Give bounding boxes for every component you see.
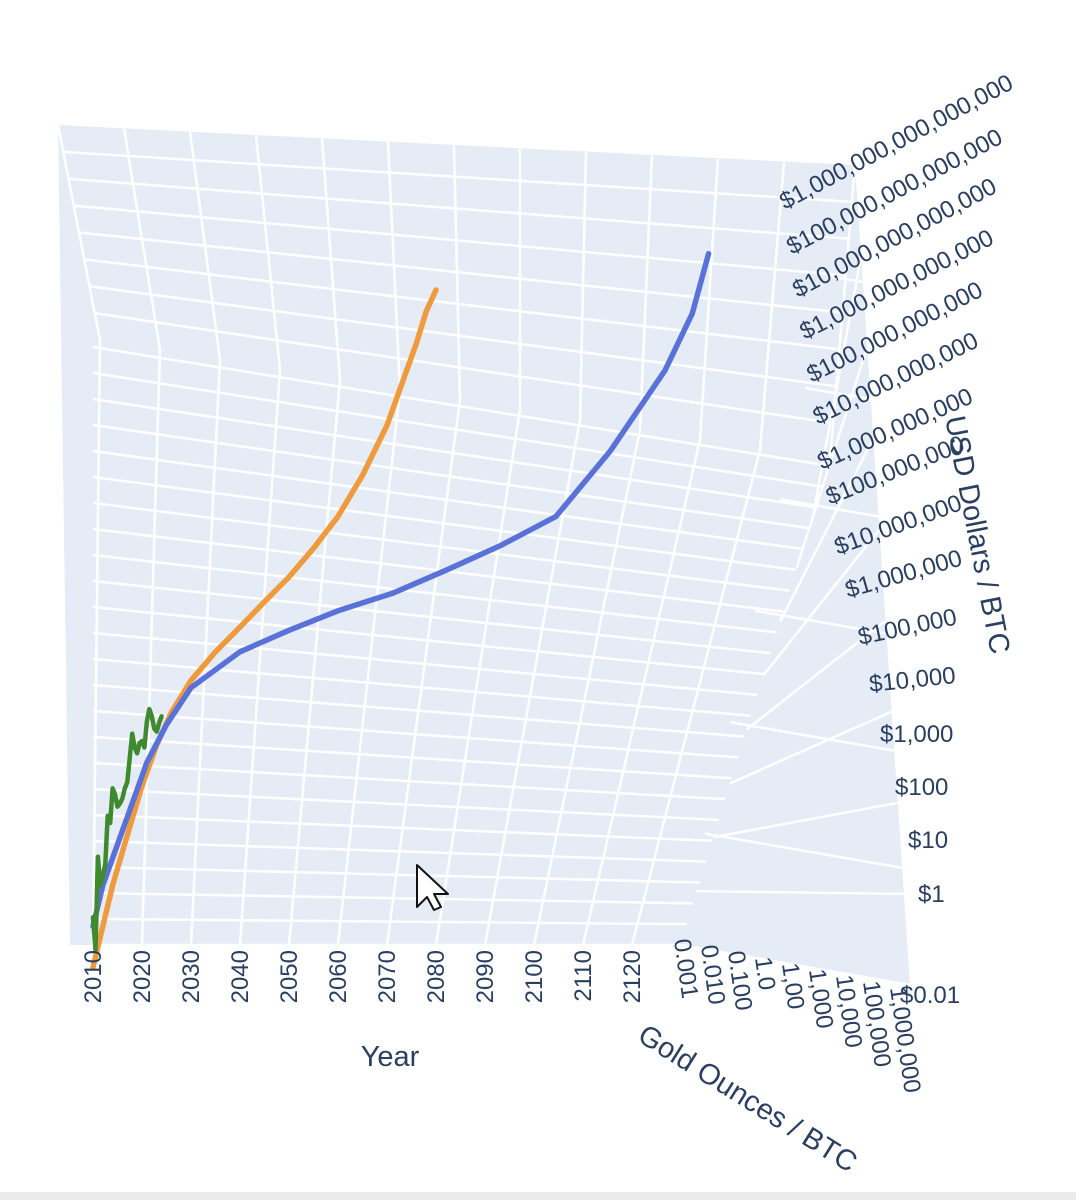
grid-line-x xyxy=(336,389,402,946)
grid-line-x xyxy=(581,439,702,946)
grid-line-z xyxy=(92,631,758,697)
z-tick-label: $100 xyxy=(895,774,948,801)
grid-line-side xyxy=(778,437,875,623)
grid-line-z xyxy=(92,501,790,592)
x-tick-label: 2070 xyxy=(374,950,401,1003)
grid-line-side-v xyxy=(804,386,871,401)
grid-line-z xyxy=(92,449,803,551)
grid-line-z xyxy=(92,917,687,926)
grid-line-side xyxy=(713,801,899,839)
grid-line-side xyxy=(696,889,904,896)
grid-line-z xyxy=(92,553,777,634)
bottom-strip xyxy=(0,1192,1076,1200)
x-tick-label: 2050 xyxy=(276,950,303,1003)
grid-line-side-v xyxy=(704,832,903,870)
z-tick-label: $10 xyxy=(908,827,948,854)
grid-line-back xyxy=(94,311,834,425)
grid-line-z xyxy=(92,839,706,863)
grid-line-side-v xyxy=(779,498,879,518)
side-wall-left xyxy=(58,125,100,945)
grid-line-x xyxy=(91,339,102,946)
x-tick-label: 2060 xyxy=(325,950,352,1003)
x-tick-label: 2040 xyxy=(227,950,254,1003)
grid-line-side xyxy=(812,255,863,515)
grid-line-z xyxy=(92,761,726,801)
grid-line-z xyxy=(92,605,764,676)
y-tick-label: 1,00 xyxy=(776,961,809,1011)
z-tick-label: $1,000 xyxy=(880,721,953,748)
mouse-cursor-icon xyxy=(416,864,449,911)
x-tick-label: 2110 xyxy=(570,950,597,1002)
x-tick-label: 2100 xyxy=(521,950,548,1003)
x-tick-label: 2020 xyxy=(129,950,156,1003)
grid-line-z xyxy=(92,579,771,655)
x-axis-ticks: 2010 2020 2030 2040 2050 2060 2070 2080 2090 2100… xyxy=(80,950,646,1003)
grid-line-z xyxy=(92,735,732,780)
grid-line-x xyxy=(189,359,222,946)
x-tick-label: 2120 xyxy=(619,950,646,1003)
series-layer xyxy=(90,250,712,971)
y-tick-label: 1.0 xyxy=(749,955,780,992)
grid-line-side-v xyxy=(754,609,887,635)
grid-line-side-v xyxy=(729,720,895,752)
x-axis-title: Year xyxy=(361,1041,420,1073)
grid-line-x xyxy=(238,369,282,946)
grid-line-x xyxy=(385,399,462,946)
grid-line-side xyxy=(795,346,869,569)
grid-line-z xyxy=(92,475,797,572)
grid-line-side-v xyxy=(829,275,864,284)
x-tick-label: 2090 xyxy=(472,950,499,1003)
grid-line-z xyxy=(92,787,719,822)
grid-line-x xyxy=(630,449,762,946)
grid-line-x xyxy=(434,409,522,946)
grid-line-back xyxy=(73,204,846,277)
grid-line-z xyxy=(92,865,700,884)
grid-line-x xyxy=(532,429,642,946)
x-tick-label: 2030 xyxy=(178,950,205,1003)
z-tick-label: $0.01 xyxy=(900,982,960,1009)
grid-line-side xyxy=(745,619,887,731)
grid-line-z xyxy=(92,423,810,530)
grid-line-z xyxy=(92,709,739,759)
grid-line-side xyxy=(762,528,881,677)
grid-line-back xyxy=(63,150,852,204)
grid-line-z xyxy=(92,345,829,467)
x-tick-label: 2080 xyxy=(423,950,450,1003)
series-line-0 xyxy=(90,287,439,971)
grid-line-x xyxy=(140,349,162,946)
grid-line-back xyxy=(68,177,849,240)
grid-line-x xyxy=(287,379,342,946)
series-line-2 xyxy=(90,706,164,953)
grid-line-z xyxy=(92,683,745,738)
grid-line-z xyxy=(92,371,823,488)
series-line-1 xyxy=(90,250,712,930)
grid-line-back xyxy=(89,285,837,388)
grid-line-z xyxy=(92,527,784,613)
y-axis-title: Gold Ounces / BTC xyxy=(632,1019,862,1179)
x-tick-label: 2010 xyxy=(80,950,107,1003)
grid-line-side xyxy=(828,164,857,461)
grid-line-z xyxy=(92,891,693,905)
z-tick-label: $1 xyxy=(918,881,945,908)
grid-line-back xyxy=(84,258,840,351)
grid-line-side-v xyxy=(679,943,911,987)
grid-line-side xyxy=(729,710,893,785)
grid-line-z xyxy=(92,397,816,509)
grid-line-back xyxy=(78,231,843,314)
grid-line-z xyxy=(92,813,713,843)
